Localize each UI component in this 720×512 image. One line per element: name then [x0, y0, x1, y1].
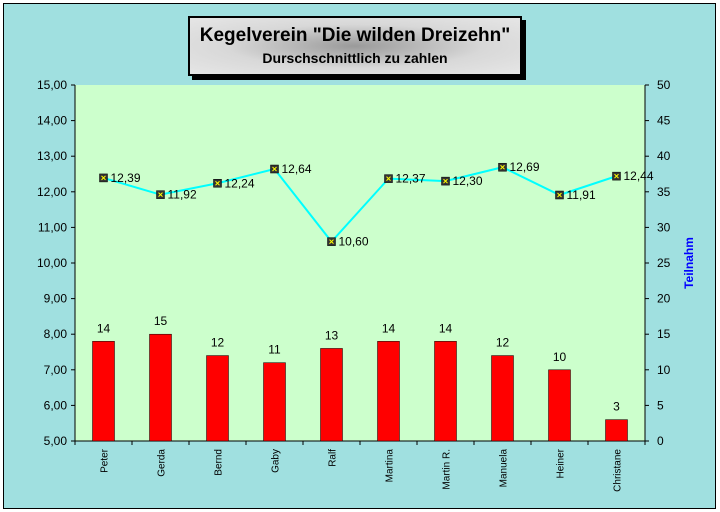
line-marker-cross [443, 178, 448, 184]
right-axis-tick-label: 35 [657, 185, 671, 199]
left-axis-tick-label: 12,00 [37, 185, 67, 199]
left-axis-tick-label: 8,00 [44, 327, 68, 341]
line-marker-cross [614, 173, 619, 179]
right-axis-tick-label: 15 [657, 327, 671, 341]
right-axis-title: Teilnahm [682, 237, 696, 289]
bar-data-label: 3 [613, 400, 620, 414]
line-marker-cross [557, 192, 562, 198]
line-marker-cross [101, 175, 106, 181]
title-box: Kegelverein "Die wilden Dreizehn" Dursch… [188, 16, 522, 76]
x-tick-label: Peter [100, 448, 111, 473]
x-tick-label: Gerda [157, 449, 168, 477]
right-axis-tick-label: 50 [657, 78, 671, 92]
bar-data-label: 14 [97, 321, 111, 335]
bar [491, 355, 514, 442]
line-data-label: 12,69 [510, 160, 540, 174]
right-axis-tick-label: 45 [657, 114, 671, 128]
bar [149, 333, 172, 442]
left-axis-tick-label: 13,00 [37, 149, 67, 163]
bar-data-label: 11 [268, 343, 281, 357]
line-data-label: 10,60 [339, 235, 369, 249]
left-axis-tick-label: 7,00 [44, 363, 68, 377]
right-axis-tick-label: 40 [657, 149, 671, 163]
line-marker-cross [386, 176, 391, 181]
right-axis-tick-label: 30 [657, 220, 671, 234]
line-data-label: 12,64 [282, 162, 312, 176]
x-tick-label: Martina [385, 449, 396, 483]
left-axis-tick-label: 6,00 [44, 398, 68, 412]
x-tick-label: Martin R. [442, 449, 453, 490]
chart-title: Kegelverein "Die wilden Dreizehn" [199, 25, 511, 46]
chart-subtitle: Durschschnittlich zu zahlen [262, 50, 448, 66]
left-axis-tick-label: 11,00 [38, 220, 67, 234]
line-data-label: 11,92 [168, 188, 197, 202]
bar [548, 369, 571, 442]
bar [434, 341, 457, 442]
line-marker-cross [272, 166, 277, 172]
bar-data-label: 13 [325, 328, 339, 342]
line-marker-cross [158, 192, 163, 198]
left-axis-tick-label: 14,00 [37, 114, 67, 128]
bar-data-label: 12 [211, 336, 225, 350]
bar [92, 341, 115, 442]
bar [320, 348, 343, 442]
right-axis-tick-label: 10 [657, 363, 671, 377]
bar-data-label: 15 [154, 314, 168, 328]
bar-data-label: 14 [382, 321, 396, 335]
x-tick-label: Bernd [214, 449, 225, 476]
x-tick-label: Manuela [499, 449, 510, 488]
line-data-label: 12,24 [225, 176, 255, 190]
bar [605, 419, 628, 442]
left-axis-tick-label: 9,00 [44, 292, 68, 306]
right-axis-tick-label: 5 [657, 398, 664, 412]
line-data-label: 12,37 [396, 172, 426, 186]
left-axis-tick-label: 5,00 [44, 434, 68, 448]
right-axis-tick-label: 20 [657, 292, 671, 306]
line-data-label: 12,30 [453, 174, 483, 188]
line-marker-cross [215, 180, 220, 186]
bar-data-label: 14 [439, 321, 453, 335]
left-axis-tick-label: 10,00 [37, 256, 67, 270]
right-axis-tick-label: 0 [657, 434, 664, 448]
bar-data-label: 12 [496, 336, 510, 350]
line-data-label: 11,91 [567, 188, 596, 202]
left-axis-tick-label: 15,00 [37, 78, 67, 92]
x-tick-label: Ralf [328, 449, 339, 467]
line-marker-cross [329, 239, 334, 244]
line-data-label: 12,44 [624, 169, 654, 183]
x-tick-label: Christane [613, 449, 624, 492]
bar [206, 355, 229, 442]
bar [377, 341, 400, 442]
bar-data-label: 10 [553, 350, 567, 364]
x-tick-label: Heiner [556, 448, 567, 478]
line-data-label: 12,39 [111, 171, 141, 185]
line-marker-cross [500, 164, 505, 170]
line-series [103, 166, 617, 244]
bar [263, 362, 286, 442]
x-tick-label: Gaby [271, 449, 282, 473]
right-axis-tick-label: 25 [657, 256, 671, 270]
